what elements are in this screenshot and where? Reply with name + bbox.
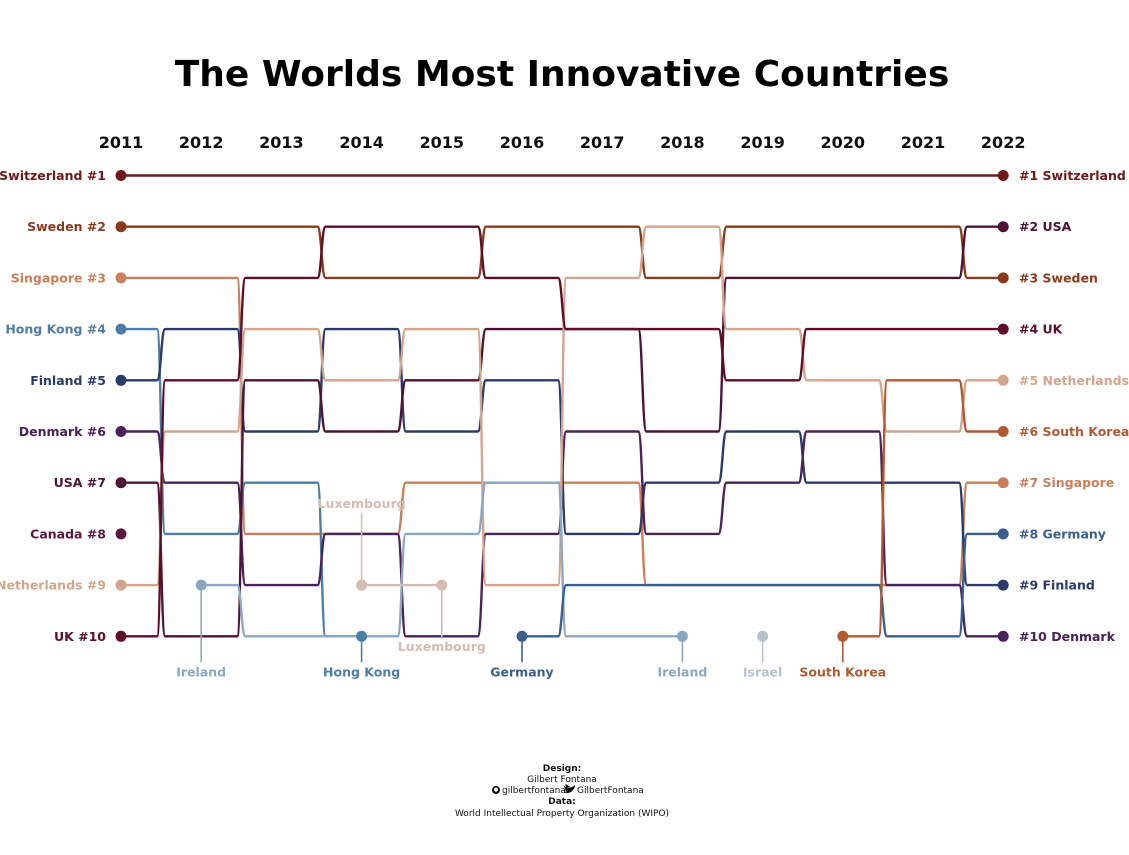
end-label-usa: #2 USA <box>1019 219 1072 234</box>
year-tick-2017: 2017 <box>580 133 625 152</box>
year-tick-2012: 2012 <box>179 133 224 152</box>
point-start-sweden <box>115 221 127 233</box>
annotation-point-south-korea-7 <box>837 630 849 642</box>
annotation-point-germany-4 <box>516 630 528 642</box>
annotation-labels: Ireland Hong Kong Luxembourg Luxembourg Germ… <box>176 496 886 679</box>
end-label-singapore: #7 Singapore <box>1019 475 1114 490</box>
end-label-denmark: #10 Denmark <box>1019 629 1116 644</box>
point-start-hong-kong <box>115 323 127 335</box>
point-end-uk <box>997 323 1009 335</box>
github-icon <box>492 786 500 794</box>
point-start-canada <box>115 528 127 540</box>
year-axis: 2011 2012 2013 2014 2015 2016 2017 2018 2019 2020… <box>99 133 1026 152</box>
start-label-denmark: Denmark #6 <box>19 424 107 439</box>
end-label-south-korea: #6 South Korea <box>1019 424 1129 439</box>
credit-design-label: Design: <box>543 764 581 774</box>
end-label-germany: #8 Germany <box>1019 526 1106 541</box>
annotation-point-luxembourg-3 <box>436 579 448 591</box>
year-tick-2022: 2022 <box>981 133 1026 152</box>
year-tick-2021: 2021 <box>901 133 946 152</box>
point-start-finland <box>115 374 127 386</box>
credit-data-label: Data: <box>548 797 576 807</box>
series-line-uk <box>119 225 1005 638</box>
annotation-point-hong-kong-1 <box>356 630 368 642</box>
annotation-label-luxembourg-2: Luxembourg <box>318 496 406 511</box>
start-label-sweden: Sweden #2 <box>27 219 106 234</box>
credit-designer: Gilbert Fontana <box>527 775 597 785</box>
annotation-label-germany-4: Germany <box>490 664 553 679</box>
end-label-sweden: #3 Sweden <box>1019 270 1098 285</box>
point-end-switzerland <box>997 170 1009 181</box>
year-tick-2016: 2016 <box>500 133 545 152</box>
credit-twitter-handle: GilbertFontana <box>577 786 644 796</box>
end-label-netherlands: #5 Netherlands <box>1019 373 1129 388</box>
end-label-switzerland: #1 Switzerland <box>1019 168 1126 183</box>
start-label-finland: Finland #5 <box>30 373 106 388</box>
start-label-usa: USA #7 <box>54 475 106 490</box>
end-label-finland: #9 Finland <box>1019 578 1095 593</box>
year-tick-2018: 2018 <box>660 133 705 152</box>
point-end-singapore <box>997 477 1009 489</box>
point-start-uk <box>115 630 127 642</box>
annotation-label-hong-kong-1: Hong Kong <box>323 664 400 679</box>
point-end-netherlands <box>997 374 1009 386</box>
start-label-hong-kong: Hong Kong #4 <box>5 322 106 337</box>
annotation-label-ireland-5: Ireland <box>657 664 707 679</box>
annotation-label-south-korea-7: South Korea <box>799 664 886 679</box>
credit-social: gilbertfontana GilbertFontana <box>492 784 644 796</box>
year-tick-2014: 2014 <box>339 133 384 152</box>
series-labels: Switzerland #1 #1 Switzerland Sweden #2 #3 … <box>0 168 1129 644</box>
point-end-south-korea <box>997 426 1009 437</box>
annotation-point-ireland-0 <box>195 579 207 591</box>
point-start-denmark <box>115 426 127 437</box>
annotation-point-ireland-5 <box>676 630 688 642</box>
point-end-finland <box>997 579 1009 591</box>
series-line-south-korea <box>841 379 1005 638</box>
chart-title: The Worlds Most Innovative Countries <box>175 54 950 95</box>
start-label-canada: Canada #8 <box>30 526 106 541</box>
point-start-netherlands <box>115 579 127 591</box>
credit-data-source: World Intellectual Property Organization… <box>455 809 669 819</box>
start-label-singapore: Singapore #3 <box>11 270 106 285</box>
start-label-switzerland: Switzerland #1 <box>0 168 106 183</box>
annotation-label-ireland-0: Ireland <box>176 664 226 679</box>
series-line-germany <box>520 532 1005 638</box>
series-points <box>115 170 1009 642</box>
annotation-point-israel-6 <box>757 630 769 642</box>
series-lines <box>119 174 1005 638</box>
year-tick-2013: 2013 <box>259 133 304 152</box>
credit-github-handle: gilbertfontana <box>502 786 566 796</box>
year-tick-2015: 2015 <box>420 133 465 152</box>
year-tick-2020: 2020 <box>821 133 866 152</box>
start-label-uk: UK #10 <box>54 629 106 644</box>
series-line-sweden <box>119 225 1005 280</box>
point-start-usa <box>115 477 127 489</box>
point-end-denmark <box>997 630 1009 642</box>
year-tick-2011: 2011 <box>99 133 144 152</box>
point-end-germany <box>997 528 1009 540</box>
credits: Design: Gilbert Fontana gilbertfontana G… <box>455 764 669 819</box>
point-end-usa <box>997 221 1009 233</box>
end-label-uk: #4 UK <box>1019 322 1064 337</box>
point-start-singapore <box>115 272 127 284</box>
point-end-sweden <box>997 272 1009 284</box>
twitter-icon <box>564 784 575 793</box>
year-tick-2019: 2019 <box>740 133 785 152</box>
start-label-netherlands: Netherlands #9 <box>0 578 106 593</box>
annotation-point-luxembourg-2 <box>356 579 368 591</box>
annotation-label-luxembourg-3: Luxembourg <box>398 639 486 654</box>
point-start-switzerland <box>115 170 127 181</box>
annotation-label-israel-6: Israel <box>743 664 782 679</box>
